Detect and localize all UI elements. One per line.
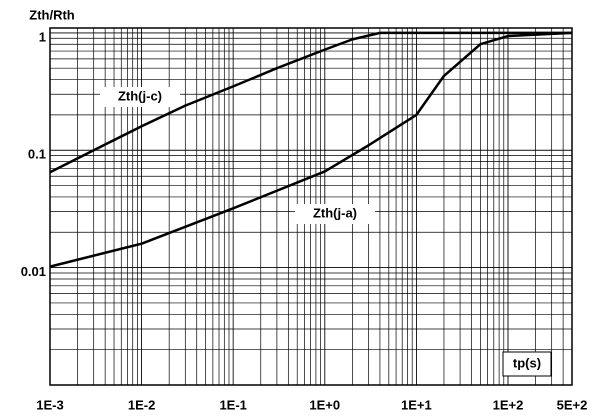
series-label-bg [295, 204, 375, 224]
x-tick-label: 1E-2 [128, 397, 155, 412]
y-tick-label: 0.01 [21, 264, 46, 279]
x-tick-label: 1E-1 [219, 397, 246, 412]
x-tick-label: 5E+2 [557, 397, 588, 412]
x-tick-label: 1E+0 [309, 397, 340, 412]
x-tick-label: 1E+1 [401, 397, 432, 412]
x-label-box [502, 351, 552, 377]
x-tick-label: 1E-3 [36, 397, 63, 412]
plot-frame [49, 27, 573, 386]
x-axis-label: tp(s) [513, 355, 541, 370]
y-axis-label: Zth/Rth [29, 7, 75, 22]
series-label-bg [100, 87, 180, 107]
y-tick-label: 0.1 [28, 147, 46, 162]
y-tick-label: 1 [39, 29, 46, 44]
x-tick-label: 1E+2 [493, 397, 524, 412]
series-line [49, 31, 573, 268]
series-label: Zth(j-a) [313, 205, 357, 220]
series-line [49, 31, 572, 174]
series-label: Zth(j-c) [118, 88, 162, 103]
